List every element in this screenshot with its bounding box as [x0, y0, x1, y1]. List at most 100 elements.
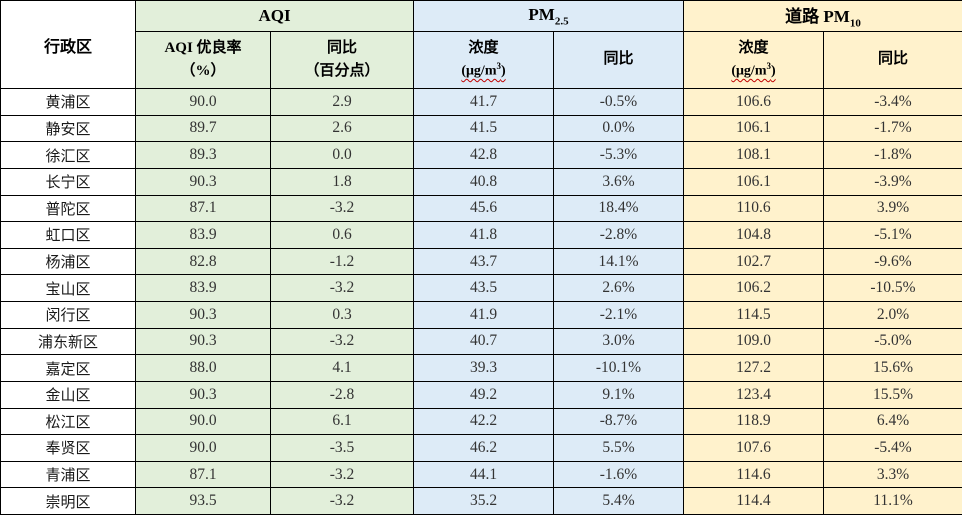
- table-row: 青浦区 87.1 -3.2 44.1 -1.6% 114.6 3.3%: [0, 460, 962, 489]
- cell-pm25-yoy: 9.1%: [553, 380, 684, 409]
- cell-pm25-concentration: 41.9: [413, 301, 554, 329]
- cell-aqi-yoy: 2.6: [270, 114, 414, 143]
- cell-aqi-yoy: -3.2: [270, 327, 414, 356]
- cell-pm25-yoy: -0.5%: [553, 88, 684, 116]
- cell-district: 闵行区: [0, 301, 136, 329]
- cell-aqi-rate: 89.3: [135, 141, 271, 169]
- cell-pm25-concentration: 41.5: [413, 114, 554, 143]
- cell-aqi-yoy: -3.2: [270, 487, 414, 515]
- cell-district: 长宁区: [0, 167, 136, 196]
- cell-pm10-concentration: 123.4: [683, 380, 824, 409]
- cell-aqi-rate: 90.0: [135, 88, 271, 116]
- cell-pm25-concentration: 43.5: [413, 274, 554, 302]
- cell-pm10-yoy: -5.4%: [823, 434, 962, 462]
- cell-district: 奉贤区: [0, 434, 136, 462]
- cell-pm10-yoy: -5.0%: [823, 327, 962, 356]
- cell-pm25-yoy: 5.5%: [553, 434, 684, 462]
- cell-district: 普陀区: [0, 194, 136, 223]
- table-row: 崇明区 93.5 -3.2 35.2 5.4% 114.4 11.1%: [0, 487, 962, 515]
- cell-aqi-yoy: -3.5: [270, 434, 414, 462]
- table-row: 静安区 89.7 2.6 41.5 0.0% 106.1 -1.7%: [0, 114, 962, 143]
- cell-pm10-concentration: 106.1: [683, 167, 824, 196]
- cell-pm10-yoy: 11.1%: [823, 487, 962, 515]
- cell-pm10-yoy: 6.4%: [823, 407, 962, 436]
- cell-district: 黄浦区: [0, 88, 136, 116]
- cell-pm10-yoy: 2.0%: [823, 301, 962, 329]
- cell-aqi-rate: 90.3: [135, 327, 271, 356]
- cell-aqi-rate: 89.7: [135, 114, 271, 143]
- cell-pm25-yoy: 3.0%: [553, 327, 684, 356]
- cell-pm25-yoy: 5.4%: [553, 487, 684, 515]
- cell-pm10-yoy: 15.5%: [823, 380, 962, 409]
- table-row: 宝山区 83.9 -3.2 43.5 2.6% 106.2 -10.5%: [0, 274, 962, 302]
- header-group-row: 行政区 AQI PM2.5 道路 PM10: [0, 0, 962, 89]
- cell-pm10-concentration: 106.1: [683, 114, 824, 143]
- cell-pm10-yoy: -10.5%: [823, 274, 962, 302]
- pm10-unit-label: (μg/m3): [731, 61, 776, 80]
- cell-pm25-yoy: -10.1%: [553, 354, 684, 382]
- table-row: 金山区 90.3 -2.8 49.2 9.1% 123.4 15.5%: [0, 380, 962, 409]
- cell-pm10-yoy: -1.7%: [823, 114, 962, 143]
- cell-pm25-concentration: 44.1: [413, 460, 554, 489]
- cell-pm10-yoy: -3.4%: [823, 88, 962, 116]
- cell-district: 静安区: [0, 114, 136, 143]
- cell-pm25-concentration: 42.8: [413, 141, 554, 169]
- cell-aqi-yoy: 0.0: [270, 141, 414, 169]
- cell-pm10-yoy: 3.9%: [823, 194, 962, 223]
- column-header-aqi-yoy-line1: 同比: [326, 39, 357, 56]
- cell-pm25-yoy: 3.6%: [553, 167, 684, 196]
- cell-aqi-rate: 93.5: [135, 487, 271, 515]
- cell-pm25-concentration: 41.8: [413, 221, 554, 249]
- cell-pm10-concentration: 102.7: [683, 247, 824, 276]
- cell-pm25-yoy: 14.1%: [553, 247, 684, 276]
- cell-pm10-yoy: -9.6%: [823, 247, 962, 276]
- cell-pm25-yoy: 0.0%: [553, 114, 684, 143]
- cell-pm10-yoy: -3.9%: [823, 167, 962, 196]
- cell-pm25-concentration: 46.2: [413, 434, 554, 462]
- cell-pm25-yoy: -2.1%: [553, 301, 684, 329]
- group-header-pm25: PM2.5: [413, 0, 684, 32]
- cell-pm10-yoy: -5.1%: [823, 221, 962, 249]
- cell-district: 杨浦区: [0, 247, 136, 276]
- table-row: 黄浦区 90.0 2.9 41.7 -0.5% 106.6 -3.4%: [0, 88, 962, 116]
- cell-aqi-yoy: 2.9: [270, 88, 414, 116]
- cell-district: 浦东新区: [0, 327, 136, 356]
- cell-aqi-rate: 90.0: [135, 434, 271, 462]
- table-row: 浦东新区 90.3 -3.2 40.7 3.0% 109.0 -5.0%: [0, 327, 962, 356]
- cell-pm25-concentration: 42.2: [413, 407, 554, 436]
- cell-district: 松江区: [0, 407, 136, 436]
- cell-aqi-yoy: 0.6: [270, 221, 414, 249]
- column-header-pm25-yoy: 同比: [553, 31, 684, 89]
- cell-pm25-yoy: -1.6%: [553, 460, 684, 489]
- cell-pm10-concentration: 127.2: [683, 354, 824, 382]
- cell-aqi-yoy: 1.8: [270, 167, 414, 196]
- header-sub-row: AQI 优良率 （%） 同比 （百分点） 浓度 (μg/m3) 同比 浓度 (μ…: [1, 31, 962, 89]
- cell-pm10-concentration: 114.5: [683, 301, 824, 329]
- cell-district: 嘉定区: [0, 354, 136, 382]
- cell-aqi-yoy: -2.8: [270, 380, 414, 409]
- cell-pm25-concentration: 39.3: [413, 354, 554, 382]
- cell-aqi-yoy: -3.2: [270, 274, 414, 302]
- cell-aqi-yoy: 0.3: [270, 301, 414, 329]
- cell-pm25-concentration: 45.6: [413, 194, 554, 223]
- column-header-aqi-rate-line2: （%）: [180, 63, 226, 79]
- column-header-pm10-concentration-label: 浓度: [738, 40, 769, 57]
- cell-pm10-concentration: 106.6: [683, 88, 824, 116]
- group-header-aqi: AQI: [135, 0, 414, 32]
- pm25-unit-label: (μg/m3): [461, 61, 506, 80]
- column-header-aqi-rate: AQI 优良率 （%）: [135, 31, 271, 89]
- cell-aqi-rate: 88.0: [135, 354, 271, 382]
- table-row: 嘉定区 88.0 4.1 39.3 -10.1% 127.2 15.6%: [0, 354, 962, 382]
- cell-district: 徐汇区: [0, 141, 136, 169]
- cell-district: 宝山区: [0, 274, 136, 302]
- table-row: 闵行区 90.3 0.3 41.9 -2.1% 114.5 2.0%: [0, 301, 962, 329]
- cell-district: 金山区: [0, 380, 136, 409]
- column-header-pm25-concentration-label: 浓度: [468, 40, 499, 57]
- cell-aqi-rate: 82.8: [135, 247, 271, 276]
- cell-aqi-rate: 90.3: [135, 301, 271, 329]
- cell-district: 崇明区: [0, 487, 136, 515]
- column-header-pm10-yoy: 同比: [823, 31, 962, 89]
- cell-pm10-concentration: 104.8: [683, 221, 824, 249]
- cell-district: 虹口区: [0, 221, 136, 249]
- cell-aqi-rate: 87.1: [135, 460, 271, 489]
